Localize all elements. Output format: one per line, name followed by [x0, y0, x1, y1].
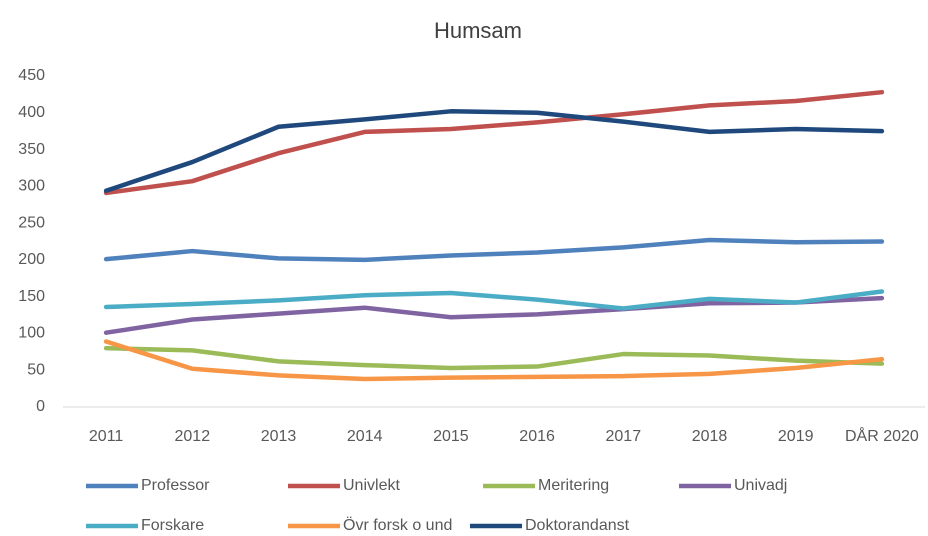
x-tick-label: DÅR 2020: [845, 426, 919, 445]
y-tick-label: 400: [18, 104, 45, 121]
y-tick-label: 250: [18, 214, 45, 231]
series-line: [103, 89, 885, 196]
legend-label: Univlekt: [343, 477, 400, 494]
series-line: [103, 339, 885, 382]
series-line: [103, 345, 885, 371]
legend-label: Meritering: [538, 477, 609, 494]
x-tick-label: 2017: [606, 428, 642, 445]
y-tick-label: 0: [36, 398, 45, 415]
legend-label: Doktorandanst: [525, 517, 630, 534]
legend-label: Forskare: [141, 517, 204, 534]
y-tick-label: 100: [18, 325, 45, 342]
x-tick-label: 2014: [347, 428, 383, 445]
series-line: [103, 289, 885, 311]
x-tick-label: 2018: [692, 428, 728, 445]
x-tick-label: 2011: [89, 428, 124, 445]
x-tick-label: 2019: [778, 428, 814, 445]
x-tick-label: 2015: [433, 428, 469, 445]
x-tick-label: 2013: [261, 428, 297, 445]
legend-label: Övr forsk o und: [343, 516, 452, 534]
chart-title: Humsam: [434, 18, 522, 43]
y-tick-label: 150: [18, 288, 45, 305]
series-line: [103, 237, 885, 263]
y-tick-label: 450: [18, 67, 45, 84]
y-tick-label: 300: [18, 178, 45, 195]
series-line: [103, 109, 885, 193]
y-tick-label: 350: [18, 141, 45, 158]
y-tick-label: 200: [18, 251, 45, 268]
x-tick-label: 2016: [519, 428, 555, 445]
x-tick-label: 2012: [175, 428, 211, 445]
legend-label: Professor: [141, 477, 210, 494]
y-tick-label: 50: [27, 361, 45, 378]
legend-label: Univadj: [734, 477, 787, 494]
